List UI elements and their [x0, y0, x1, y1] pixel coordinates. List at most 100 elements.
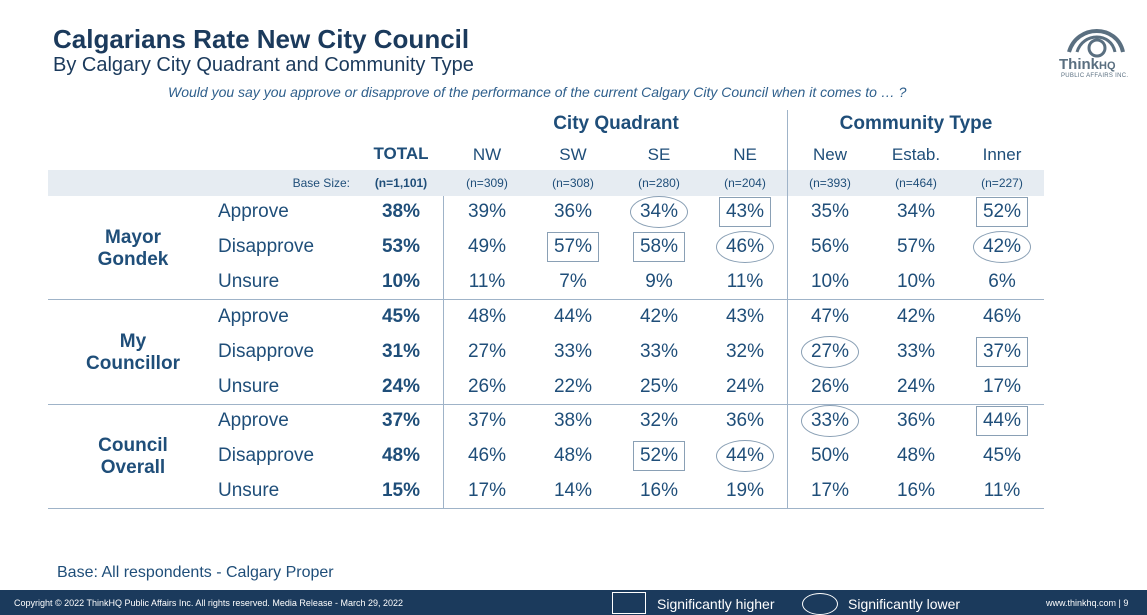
logo-tagline: PUBLIC AFFAIRS INC.: [1061, 73, 1129, 79]
table-cell: 9%: [645, 271, 673, 292]
page-subtitle: By Calgary City Quadrant and Community T…: [53, 54, 474, 76]
row-label: Approve: [218, 201, 289, 222]
base-size-band: [48, 170, 1044, 196]
table-cell: 33%: [639, 341, 679, 362]
table-cell: 33%: [810, 410, 850, 431]
table-cell: 44%: [725, 445, 765, 466]
row-group-label-line: Mayor: [105, 227, 161, 248]
significantly-higher-box: [976, 406, 1028, 436]
row-group-label: Council Overall: [80, 435, 186, 479]
column-header-sw: SW: [559, 145, 587, 164]
footer-bar: Copyright © 2022 ThinkHQ Public Affairs …: [0, 590, 1147, 615]
table-cell: 58%: [639, 236, 679, 257]
table-cell: 46%: [467, 445, 507, 466]
column-header-inner: Inner: [982, 145, 1022, 164]
table-cell: 17%: [810, 480, 850, 501]
table-cell: 38%: [553, 410, 593, 431]
table-cell: 48%: [553, 445, 593, 466]
results-table: City Quadrant Community Type TOTAL NW SW SE NE…: [48, 110, 1044, 509]
significantly-higher-box: [976, 197, 1028, 227]
legend-oval-symbol: [802, 593, 838, 615]
table-cell: 49%: [467, 236, 507, 257]
table-cell: 39%: [467, 201, 507, 222]
table-cell: 16%: [896, 480, 936, 501]
base-size-cell: (n=308): [552, 176, 594, 190]
table-cell: 57%: [896, 236, 936, 257]
row-label: Unsure: [218, 271, 280, 292]
table-cell: 6%: [988, 271, 1016, 292]
group-divider: [48, 404, 1044, 405]
table-cell: 50%: [810, 445, 850, 466]
table-cell: 34%: [896, 201, 936, 222]
row-group-label-line: Council: [98, 435, 168, 456]
significantly-higher-box: [633, 232, 685, 262]
table-cell: 42%: [639, 306, 679, 327]
row-label: Disapprove: [218, 341, 315, 362]
table-cell: 10%: [810, 271, 850, 292]
base-size-cell: (n=280): [638, 176, 680, 190]
table-cell: 43%: [725, 306, 765, 327]
table-cell: 15%: [381, 480, 421, 501]
table-cell: 11%: [726, 271, 764, 292]
legend-high-label: Significantly higher: [657, 596, 775, 612]
row-group-label-line: Overall: [100, 457, 166, 478]
row-group-label: My Councillor: [80, 331, 186, 375]
table-cell: 32%: [725, 341, 765, 362]
table-cell: 42%: [982, 236, 1022, 257]
table-cell: 22%: [553, 376, 593, 397]
table-cell: 52%: [639, 445, 679, 466]
logo-wordmark: ThinkHQ: [1059, 56, 1116, 73]
column-header-estab: Estab.: [891, 145, 941, 164]
table-cell: 37%: [982, 341, 1022, 362]
table-cell: 36%: [896, 410, 936, 431]
table-cell: 27%: [810, 341, 850, 362]
base-size-cell: (n=393): [809, 176, 851, 190]
table-cell: 57%: [553, 236, 593, 257]
table-cell: 11%: [468, 271, 506, 292]
site-page-number: www.thinkhq.com | 9: [1046, 598, 1129, 608]
table-cell: 10%: [896, 271, 936, 292]
row-group-label-line: Gondek: [97, 249, 169, 270]
base-note: Base: All respondents - Calgary Proper: [57, 564, 334, 581]
base-size-cell: (n=227): [981, 176, 1023, 190]
significantly-lower-oval: [630, 196, 688, 228]
table-cell: 34%: [639, 201, 679, 222]
table-cell: 17%: [467, 480, 507, 501]
table-cell: 48%: [467, 306, 507, 327]
table-cell: 46%: [982, 306, 1022, 327]
legend-box-symbol: [612, 592, 646, 614]
significantly-higher-box: [547, 232, 599, 262]
significantly-lower-oval: [973, 231, 1031, 263]
row-label: Approve: [218, 410, 289, 431]
group-divider: [48, 508, 1044, 509]
table-cell: 10%: [381, 271, 421, 292]
base-size-cell: (n=1,101): [374, 176, 428, 190]
table-cell: 17%: [982, 376, 1022, 397]
base-size-cell: (n=464): [895, 176, 937, 190]
table-cell: 38%: [381, 201, 421, 222]
group-header-city-quadrant: City Quadrant: [553, 113, 679, 134]
table-cell: 46%: [725, 236, 765, 257]
row-group-label-line: My: [119, 331, 147, 352]
table-cell: 56%: [810, 236, 850, 257]
table-cell: 45%: [982, 445, 1022, 466]
table-cell: 7%: [559, 271, 587, 292]
copyright-text: Copyright © 2022 ThinkHQ Public Affairs …: [14, 598, 403, 608]
group-divider: [48, 299, 1044, 300]
table-cell: 45%: [381, 306, 421, 327]
significantly-higher-box: [633, 441, 685, 471]
table-cell: 33%: [896, 341, 936, 362]
page-title: Calgarians Rate New City Council: [53, 24, 470, 54]
thinkhq-logo-icon: [1067, 29, 1125, 58]
column-header-nw: NW: [472, 145, 502, 164]
row-label: Disapprove: [218, 236, 315, 257]
significantly-lower-oval: [801, 405, 859, 437]
table-cell: 52%: [982, 201, 1022, 222]
column-header-ne: NE: [733, 145, 757, 164]
column-header-total: TOTAL: [373, 144, 429, 163]
column-header-new: New: [812, 145, 847, 164]
table-cell: 48%: [896, 445, 936, 466]
table-cell: 43%: [725, 201, 765, 222]
row-label: Approve: [218, 306, 289, 327]
row-group-label: Mayor Gondek: [80, 227, 186, 271]
